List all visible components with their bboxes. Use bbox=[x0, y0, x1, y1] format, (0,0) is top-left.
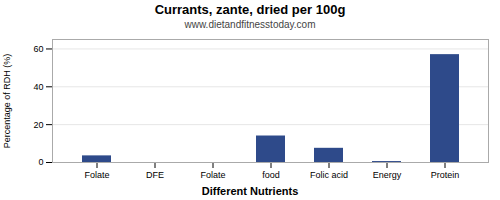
svg-text:food: food bbox=[262, 170, 280, 180]
html-text:www.dietandfitnesstoday.com: www.dietandfitnesstoday.com bbox=[184, 19, 316, 30]
html-text:Different Nutrients: Different Nutrients bbox=[201, 185, 299, 197]
svg-text:DFE: DFE bbox=[146, 170, 164, 180]
svg-text:40: 40 bbox=[33, 82, 43, 92]
svg-text:60: 60 bbox=[33, 44, 43, 54]
svg-text:Energy: Energy bbox=[373, 170, 402, 180]
svg-text:Folic acid: Folic acid bbox=[310, 170, 348, 180]
svg-text:0: 0 bbox=[38, 157, 43, 167]
svg-text:Percentage of RDH (%): Percentage of RDH (%) bbox=[2, 54, 12, 149]
svg-text:Protein: Protein bbox=[431, 170, 460, 180]
html-text:Currants, zante, dried per 100: Currants, zante, dried per 100g bbox=[154, 2, 346, 17]
svg-text:Folate: Folate bbox=[200, 170, 225, 180]
svg-text:20: 20 bbox=[33, 120, 43, 130]
svg-text:Folate: Folate bbox=[84, 170, 109, 180]
